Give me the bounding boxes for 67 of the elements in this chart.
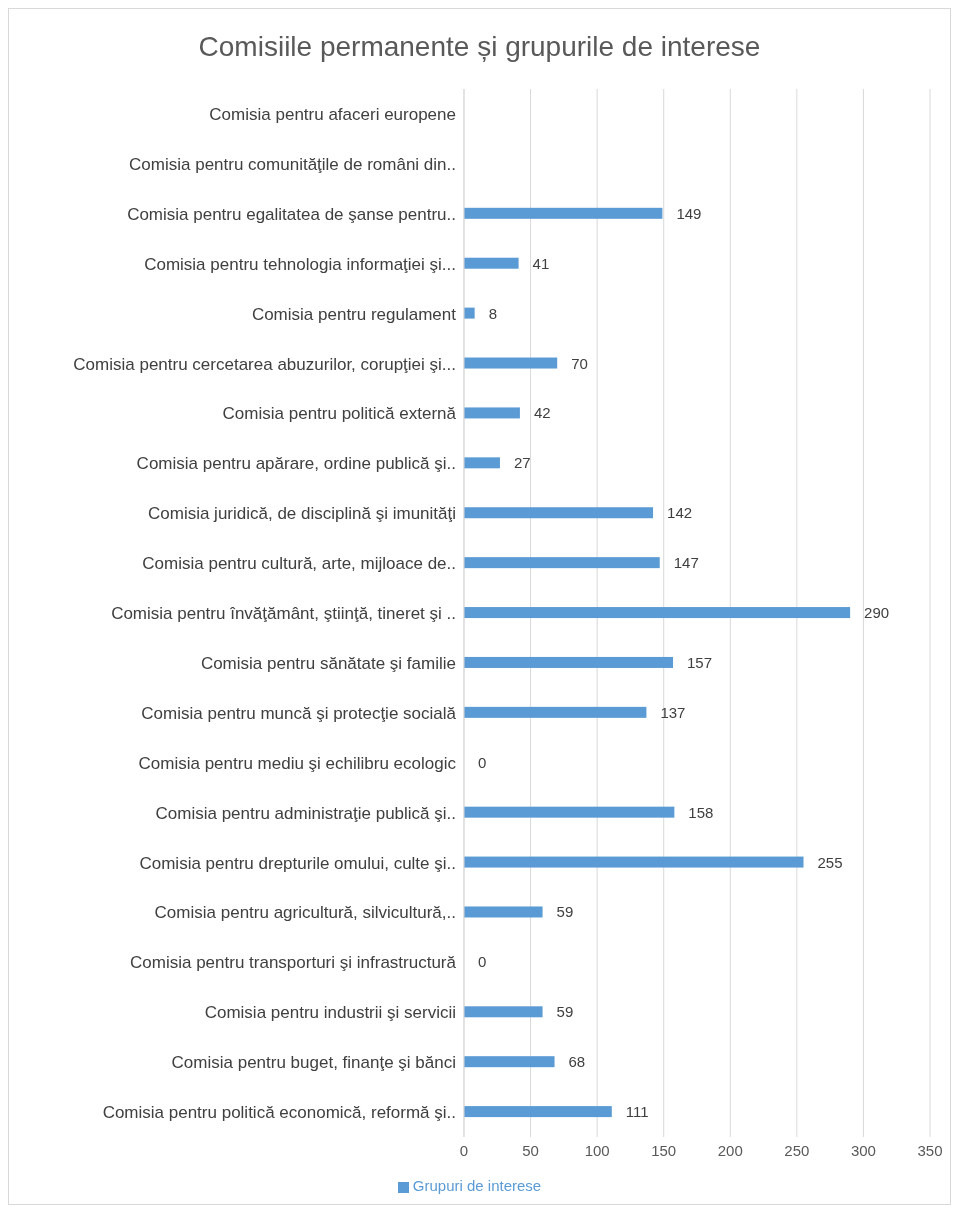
bar xyxy=(464,607,851,619)
y-tick-label: Comisia pentru sănătate şi familie xyxy=(200,653,456,673)
data-label: 8 xyxy=(488,304,497,322)
data-label: 255 xyxy=(817,853,843,871)
x-tick-label: 100 xyxy=(584,1141,610,1159)
y-tick-label: Comisia pentru politică externă xyxy=(222,404,457,424)
data-label: 142 xyxy=(667,504,693,522)
data-label: 158 xyxy=(688,803,714,821)
x-tick-label: 50 xyxy=(522,1141,539,1159)
bar xyxy=(464,557,660,569)
bar xyxy=(464,706,647,718)
data-label: 27 xyxy=(513,454,531,472)
y-tick-label: Comisia pentru apărare, ordine publică şi.. xyxy=(136,454,456,474)
y-tick-label: Comisia juridică, de disciplină şi imunităţi xyxy=(147,504,456,524)
y-tick-label: Comisia pentru comunităţile de români din.. xyxy=(129,154,456,174)
data-label: 157 xyxy=(687,653,713,671)
bar xyxy=(464,856,804,868)
data-label: 137 xyxy=(660,703,686,721)
bar xyxy=(464,357,558,369)
bar xyxy=(464,207,663,219)
y-tick-label: Comisia pentru cercetarea abuzurilor, corupţiei şi... xyxy=(73,354,456,374)
x-tick-label: 200 xyxy=(717,1141,743,1159)
data-label: 0 xyxy=(478,753,487,771)
y-tick-label: Comisia pentru muncă şi protecţie socială xyxy=(141,703,457,723)
x-tick-label: 250 xyxy=(784,1141,810,1159)
x-tick-label: 350 xyxy=(917,1141,943,1159)
data-label: 59 xyxy=(556,1003,574,1021)
y-tick-label: Comisia pentru buget, finanţe şi bănci xyxy=(171,1053,456,1073)
y-tick-label: Comisia pentru agricultură, silvicultură,.. xyxy=(154,903,456,923)
bar xyxy=(464,906,543,918)
y-tick-label: Comisia pentru drepturile omului, culte şi.. xyxy=(139,853,456,873)
y-tick-label: Comisia pentru egalitatea de şanse pentru.. xyxy=(127,204,456,224)
x-tick-label: 300 xyxy=(850,1141,876,1159)
bar xyxy=(464,806,675,818)
y-tick-label: Comisia pentru mediu şi echilibru ecologic xyxy=(138,753,457,773)
data-label: 41 xyxy=(532,254,550,272)
y-tick-label: Comisia pentru afaceri europene xyxy=(209,104,456,124)
bar xyxy=(464,1056,555,1068)
bar xyxy=(464,507,654,519)
bar xyxy=(464,407,520,419)
data-label: 290 xyxy=(864,604,890,622)
legend-label: Grupuri de interese xyxy=(412,1177,542,1194)
data-label: 68 xyxy=(568,1053,586,1071)
data-label: 0 xyxy=(478,953,487,971)
y-tick-label: Comisia pentru tehnologia informaţiei şi... xyxy=(144,254,456,274)
bar xyxy=(464,1106,612,1118)
y-tick-label: Comisia pentru industrii şi servicii xyxy=(204,1003,456,1023)
data-label: 111 xyxy=(625,1103,649,1121)
x-tick-label: 0 xyxy=(459,1141,469,1159)
y-tick-label: Comisia pentru cultură, arte, mijloace de.. xyxy=(142,554,456,574)
y-tick-label: Comisia pentru regulament xyxy=(251,304,457,324)
x-tick-label: 150 xyxy=(651,1141,677,1159)
data-label: 59 xyxy=(556,903,574,921)
y-tick-label: Comisia pentru transporturi şi infrastructură xyxy=(130,953,457,973)
chart-title: Comisiile permanente și grupurile de interese xyxy=(197,30,762,64)
bar xyxy=(464,257,519,269)
bar xyxy=(464,656,674,668)
y-tick-label: Comisia pentru politică economică, reformă şi.. xyxy=(102,1103,456,1123)
bar xyxy=(464,1006,543,1018)
data-label: 70 xyxy=(571,354,588,372)
data-label: 149 xyxy=(676,204,702,222)
data-label: 42 xyxy=(533,404,551,422)
y-tick-label: Comisia pentru învăţământ, ştiinţă, tineret şi .. xyxy=(111,604,456,624)
y-tick-label: Comisia pentru administraţie publică şi.. xyxy=(155,803,456,823)
bar xyxy=(464,307,475,319)
bar xyxy=(464,457,500,469)
data-label: 147 xyxy=(673,554,699,572)
